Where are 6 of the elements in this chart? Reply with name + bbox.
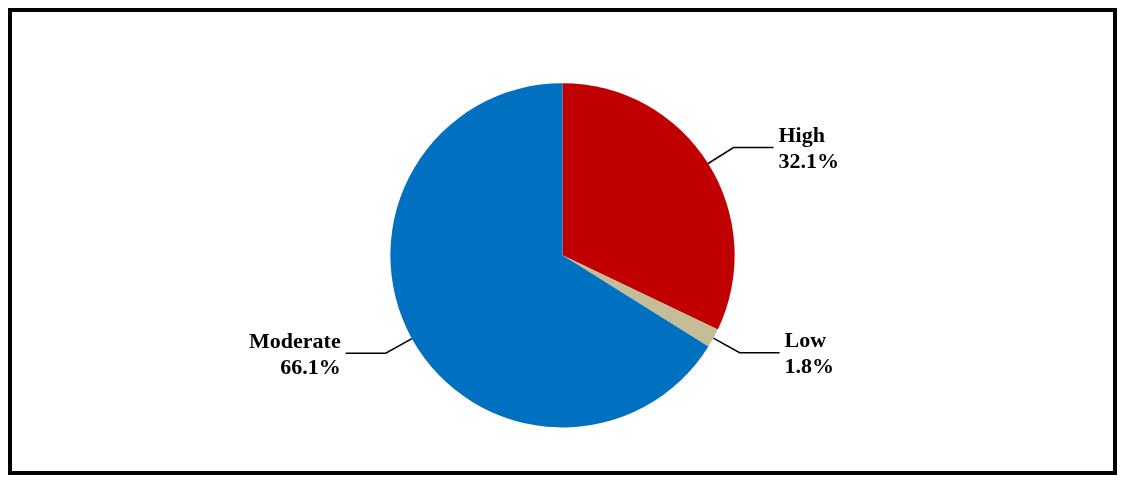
data-label: 32.1% bbox=[778, 148, 839, 173]
slice-label: High bbox=[778, 122, 825, 147]
slice-label: Low bbox=[784, 327, 827, 353]
slice-label: Moderate bbox=[249, 327, 341, 353]
data-label: 1.8% bbox=[784, 353, 835, 379]
data-label: 66.1% bbox=[280, 353, 341, 379]
